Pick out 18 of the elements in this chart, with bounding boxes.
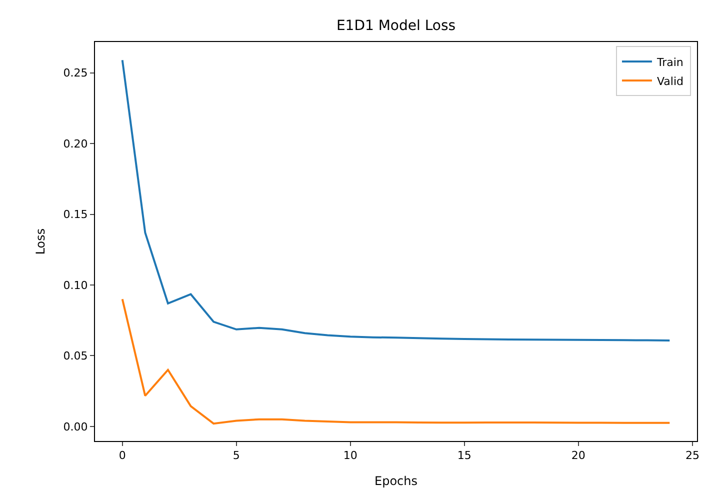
x-tick-label: 20 — [571, 449, 586, 462]
y-tick-label: 0.15 — [63, 208, 88, 222]
legend-label: Valid — [656, 74, 684, 88]
legend-label: Train — [656, 56, 684, 69]
x-tick-label: 25 — [685, 449, 700, 462]
y-tick-label: 0.10 — [63, 278, 88, 292]
y-axis-title: Loss — [34, 228, 48, 255]
x-tick-label: 15 — [457, 449, 472, 462]
x-tick-label: 5 — [232, 449, 240, 462]
chart-title: E1D1 Model Loss — [336, 18, 456, 34]
y-tick-label: 0.00 — [63, 420, 88, 434]
y-tick-label: 0.20 — [63, 137, 88, 150]
x-tick-label: 10 — [343, 449, 358, 462]
x-axis-title: Epochs — [374, 474, 418, 488]
line-series — [121, 298, 671, 425]
y-tick-label: 0.25 — [63, 66, 88, 80]
x-tick-label: 0 — [118, 449, 126, 462]
y-tick-label: 0.05 — [63, 350, 88, 363]
